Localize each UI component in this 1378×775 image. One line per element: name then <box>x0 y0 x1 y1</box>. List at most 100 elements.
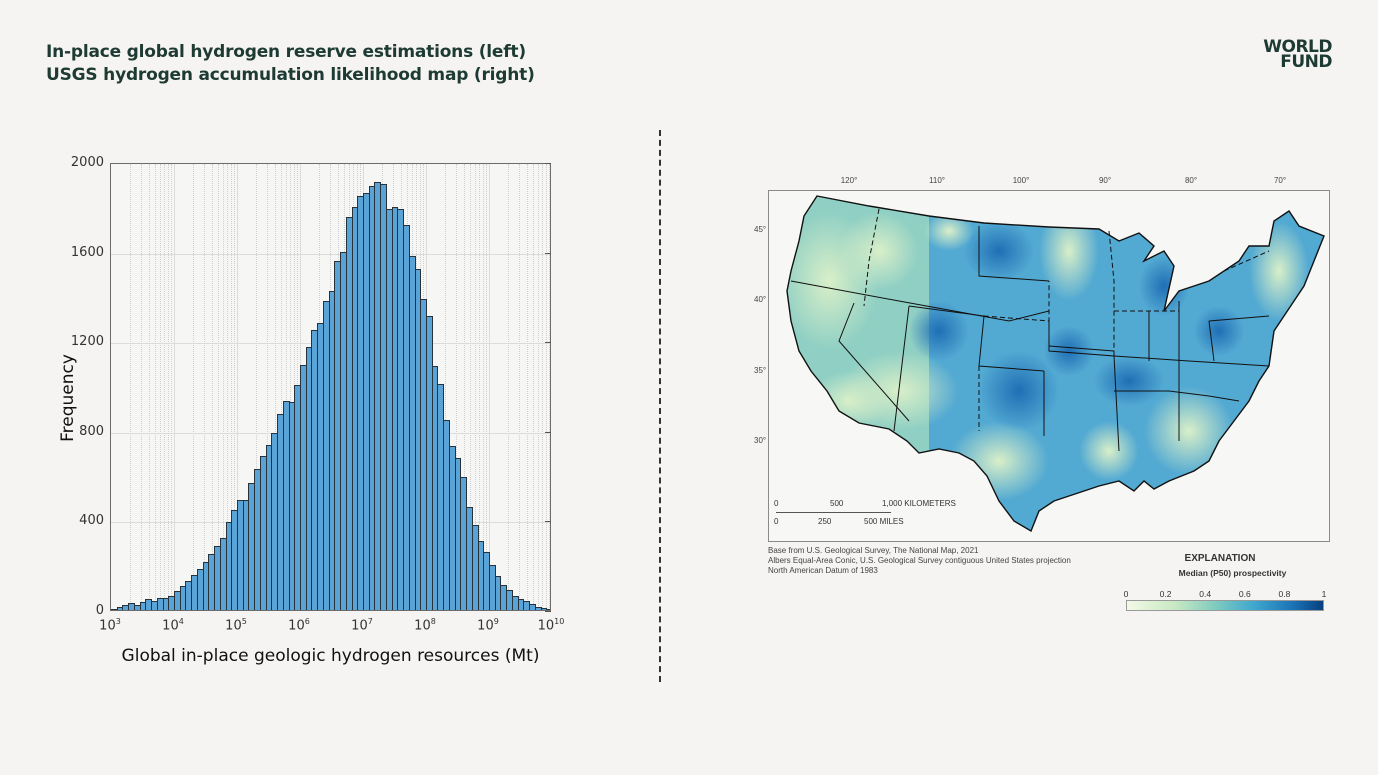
x-tick-label: 105 <box>225 617 247 634</box>
longitude-label: 110° <box>929 176 945 185</box>
minor-grid-line <box>526 164 528 610</box>
x-tick-label: 103 <box>99 617 121 634</box>
scale-km-label: 500 <box>830 499 844 508</box>
minor-grid-line <box>507 164 509 610</box>
y-tick-mark <box>545 163 551 164</box>
logo-line-1: WORLD <box>1263 37 1332 57</box>
latitude-label: 30° <box>754 436 767 445</box>
title-line-1: In-place global hydrogen reserve estimat… <box>46 42 526 62</box>
us-prospectivity-map <box>786 195 1325 533</box>
prospectivity-colorbar <box>1126 600 1324 611</box>
histogram-plot-area <box>110 163 551 611</box>
scale-line <box>776 512 891 513</box>
minor-grid-line <box>274 164 276 610</box>
latitude-label: 40° <box>754 295 767 304</box>
y-tick-mark <box>545 611 551 612</box>
minor-grid-line <box>533 164 535 610</box>
longitude-label: 70° <box>1273 176 1287 185</box>
minor-grid-line <box>230 164 232 610</box>
colorbar-tick-label: 0 <box>1123 589 1129 599</box>
minor-grid-line <box>192 164 194 610</box>
y-tick-mark <box>545 521 551 523</box>
longitude-label: 90° <box>1098 176 1112 185</box>
y-tick-label: 1200 <box>70 334 104 350</box>
minor-grid-line <box>129 164 131 610</box>
y-tick-label: 800 <box>79 423 104 439</box>
minor-grid-line <box>164 164 166 610</box>
colorbar-tick-label: 0.6 <box>1238 589 1251 599</box>
minor-grid-line <box>519 164 521 610</box>
longitude-label: 120° <box>840 176 858 185</box>
major-grid-line <box>174 164 175 610</box>
colorbar-tick-label: 0.4 <box>1199 589 1212 599</box>
world-fund-logo: WORLD FUND <box>1263 37 1332 72</box>
minor-grid-line <box>549 164 550 610</box>
horizontal-grid-line <box>111 253 550 255</box>
explanation-subtitle: Median (P50) prospectivity <box>1178 568 1287 578</box>
y-tick-label: 2000 <box>70 155 104 170</box>
colorbar-tick-label: 0.8 <box>1278 589 1291 599</box>
minor-grid-line <box>255 164 257 610</box>
minor-grid-line <box>141 164 143 610</box>
scale-km-label: 1,000 KILOMETERS <box>882 499 956 508</box>
minor-grid-line <box>456 164 458 610</box>
scale-mile-label: 0 <box>774 517 779 526</box>
scale-km-label: 0 <box>774 499 779 508</box>
minor-grid-line <box>470 164 472 610</box>
latitude-label: 45° <box>754 225 767 234</box>
minor-grid-line <box>486 164 488 610</box>
y-tick-mark <box>545 342 551 344</box>
minor-grid-line <box>542 164 544 610</box>
minor-grid-line <box>281 164 283 610</box>
slide-title: In-place global hydrogen reserve estimat… <box>46 41 535 87</box>
title-line-2: USGS hydrogen accumulation likelihood ma… <box>46 65 535 85</box>
minor-grid-line <box>160 164 162 610</box>
histogram-bar <box>529 603 536 610</box>
minor-grid-line <box>167 164 169 610</box>
x-tick-label: 104 <box>162 617 184 634</box>
minor-grid-line <box>234 164 236 610</box>
minor-grid-line <box>171 164 173 610</box>
major-grid-line <box>489 164 490 610</box>
longitude-label: 100° <box>1012 176 1030 185</box>
scale-mile-label: 500 MILES <box>864 517 904 526</box>
minor-grid-line <box>155 164 157 610</box>
x-axis-label: Global in-place geologic hydrogen resour… <box>121 646 540 666</box>
explanation-title: EXPLANATION <box>1184 553 1256 564</box>
minor-grid-line <box>267 164 269 610</box>
map-frame <box>768 190 1330 542</box>
y-tick-label: 400 <box>79 513 104 529</box>
major-grid-line <box>237 164 238 610</box>
source-note: Base from U.S. Geological Survey, The Na… <box>768 546 979 555</box>
minor-grid-line <box>479 164 481 610</box>
colorbar-tick-label: 1 <box>1321 589 1327 599</box>
y-tick-mark <box>545 431 551 433</box>
dashed-divider <box>659 130 661 682</box>
minor-grid-line <box>482 164 484 610</box>
x-tick-label: 106 <box>288 617 310 634</box>
y-tick-mark <box>545 252 551 254</box>
minor-grid-line <box>204 164 206 610</box>
y-tick-label: 0 <box>95 603 104 618</box>
minor-grid-line <box>223 164 225 610</box>
source-note: Albers Equal-Area Conic, U.S. Geological… <box>768 556 1071 565</box>
minor-grid-line <box>538 164 540 610</box>
minor-grid-line <box>227 164 229 610</box>
minor-grid-line <box>148 164 150 610</box>
histogram-bar <box>546 608 550 610</box>
x-tick-label: 108 <box>414 617 436 634</box>
minor-grid-line <box>463 164 465 610</box>
x-tick-label: 1010 <box>537 617 565 634</box>
minor-grid-line <box>290 164 292 610</box>
longitude-label: 80° <box>1184 176 1198 185</box>
logo-line-2: FUND <box>1280 52 1332 72</box>
minor-grid-line <box>286 164 288 610</box>
y-axis-label: Frequency <box>58 354 78 442</box>
histogram-bars <box>111 164 550 610</box>
minor-grid-line <box>475 164 477 610</box>
state-borders <box>790 208 1270 452</box>
minor-grid-line <box>545 164 547 610</box>
y-tick-label: 1600 <box>70 244 104 260</box>
colorbar-tick-label: 0.2 <box>1159 589 1172 599</box>
source-note: North American Datum of 1983 <box>768 566 878 575</box>
